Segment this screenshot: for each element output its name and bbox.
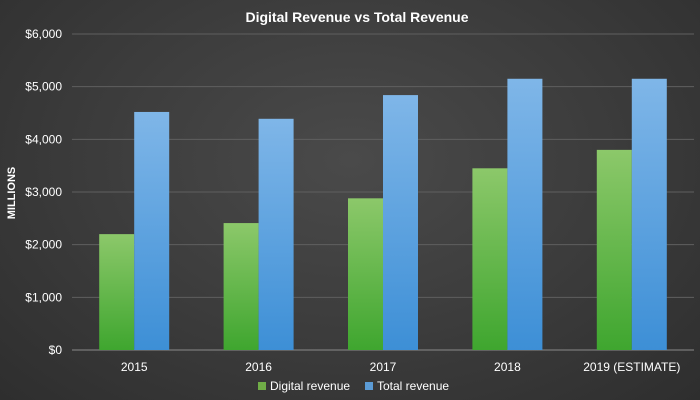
legend-label: Total revenue — [377, 379, 449, 393]
bar-digital-0 — [99, 234, 135, 350]
bar-digital-1 — [223, 223, 259, 350]
legend-swatch — [258, 382, 266, 390]
bar-total-1 — [258, 118, 294, 350]
legend-label: Digital revenue — [270, 379, 350, 393]
y-tick-label: $3,000 — [25, 185, 62, 199]
x-tick-label: 2018 — [494, 360, 521, 374]
bar-total-2 — [383, 95, 418, 351]
x-tick-label: 2019 (ESTIMATE) — [583, 360, 680, 374]
bar-digital-2 — [348, 198, 383, 350]
y-axis-ticks: $0 $1,000 $2,000 $3,000 $4,000 $5,000 $6,000 — [25, 27, 62, 357]
y-tick-label: $5,000 — [25, 80, 62, 94]
bars — [99, 78, 667, 351]
y-tick-label: $1,000 — [25, 290, 62, 304]
x-tick-label: 2017 — [370, 360, 397, 374]
legend: Digital revenue Total revenue — [258, 379, 449, 393]
x-axis-ticks: 2015 2016 2017 2018 2019 (ESTIMATE) — [121, 360, 681, 374]
bar-total-0 — [134, 111, 170, 351]
chart-title: Digital Revenue vs Total Revenue — [245, 9, 468, 25]
bar-total-3 — [507, 78, 543, 351]
y-tick-label: $4,000 — [25, 132, 62, 146]
x-tick-label: 2016 — [245, 360, 272, 374]
y-tick-label: $6,000 — [25, 27, 62, 41]
x-tick-label: 2015 — [121, 360, 148, 374]
bar-digital-3 — [472, 168, 508, 350]
bar-total-4 — [631, 78, 667, 351]
legend-swatch — [365, 382, 373, 390]
y-tick-label: $2,000 — [25, 238, 62, 252]
y-axis-label: MILLIONS — [6, 167, 18, 220]
bar-digital-4 — [596, 149, 632, 350]
y-tick-label: $0 — [49, 343, 63, 357]
